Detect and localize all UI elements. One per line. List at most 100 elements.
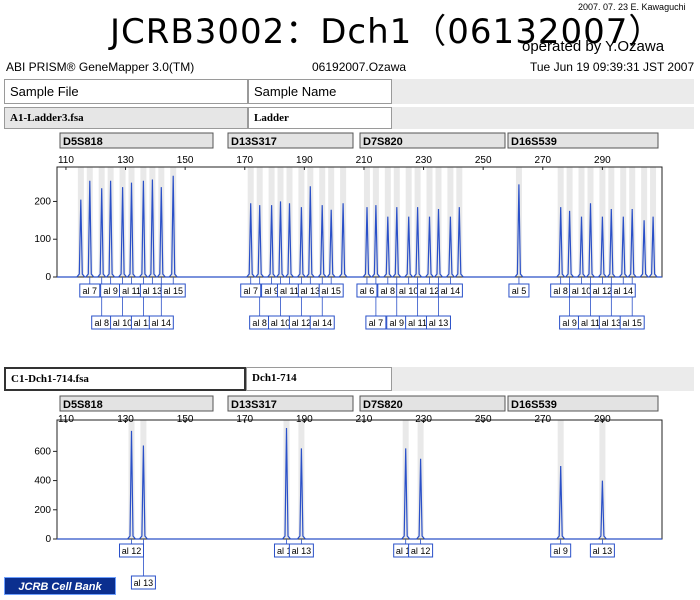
sample-file-column-header[interactable]: Sample File (4, 79, 248, 104)
panel1-allele-label-bottom: al 13 (602, 318, 622, 328)
panel1-allele-label-bottom: al 9 (562, 318, 577, 328)
header-filler (392, 79, 694, 104)
panel2-y-tick-label: 400 (34, 476, 51, 487)
panel1-bin-band (170, 167, 177, 277)
panel1-marker-d5s818: D5S818 (63, 136, 103, 148)
panel1-sample-name[interactable]: Ladder (248, 107, 392, 129)
panel2-sample-name[interactable]: Dch1-714 (246, 367, 392, 391)
panel1-y-tick-label: 100 (34, 234, 51, 245)
panel1-allele-box (619, 315, 645, 330)
panel2-y-tick-label: 0 (45, 534, 51, 545)
panel2-x-tick-label: 210 (356, 414, 373, 425)
panel2-allele-label-bottom: al 13 (134, 578, 154, 588)
panel1-allele-box (148, 315, 174, 330)
panel1-allele-label-bottom: al 10 (113, 318, 133, 328)
panel2-allele-label-top: al 10 (396, 546, 416, 556)
panel1-bin-band (140, 167, 147, 277)
panel1-allele-label-bottom: al 8 (252, 318, 267, 328)
panel1-sample-file[interactable]: A1-Ladder3.fsa (4, 107, 248, 129)
panel2-x-tick-label: 190 (296, 414, 313, 425)
panel1-allele-label-top: al 14 (441, 286, 461, 296)
panel2-x-tick-label: 130 (117, 414, 134, 425)
panel2-marker-box-d7s820 (359, 395, 506, 412)
panel2-marker-d16s539: D16S539 (511, 399, 557, 411)
panel1-y-tick-label: 200 (34, 196, 51, 207)
panel1-allele-label-bottom: al 8 (94, 318, 109, 328)
panel1-allele-label-bottom: al 12 (292, 318, 312, 328)
panel1-allele-box (437, 283, 463, 298)
panel2-bin-band (128, 420, 135, 539)
panel2-x-tick-label: 150 (177, 414, 194, 425)
panel1-allele-label-top: al 9 (264, 286, 279, 296)
panel1-allele-label-bottom: al 11 (581, 318, 600, 328)
panel1-x-tick-label: 190 (296, 155, 313, 166)
panel1-allele-box (79, 283, 101, 298)
page-title: JCRB3002：Dch1（06132007） (110, 12, 664, 52)
panel2-x-tick-label: 230 (415, 414, 432, 425)
panel2-allele-box (408, 543, 434, 558)
panel1-filler (392, 107, 694, 129)
panel2-allele-box (589, 543, 615, 558)
panel1-bin-band (149, 167, 156, 277)
panel1-allele-box (160, 283, 186, 298)
panel1-allele-label-top: al 5 (512, 286, 527, 296)
panel1-marker-box-d7s820 (359, 132, 506, 149)
panel2-x-tick-label: 110 (58, 414, 74, 425)
panel1-allele-label-top: al 12 (420, 286, 440, 296)
date-stamp: 2007. 07. 23 E. Kawaguchi (578, 2, 686, 12)
panel2-y-tick-label: 200 (34, 505, 51, 516)
panel1-x-tick-label: 210 (356, 155, 373, 166)
panel2-marker-d13s317: D13S317 (231, 399, 277, 411)
panel1-allele-box (610, 283, 636, 298)
panel1-allele-label-bottom: al 13 (429, 318, 449, 328)
panel1-bin-band (107, 167, 114, 277)
panel1-marker-box-d13s317 (227, 132, 354, 149)
panel2-marker-box-d13s317 (227, 395, 354, 412)
panel1-allele-label-top: al 8 (381, 286, 396, 296)
panel2-allele-label-top: al 13 (292, 546, 312, 556)
panel1-x-tick-label: 290 (594, 155, 611, 166)
panel2-x-tick-label: 290 (594, 414, 611, 425)
panel1-allele-label-top: al 11 (122, 286, 141, 296)
panel1-bin-band (128, 167, 135, 277)
panel1-allele-label-top: al 8 (553, 286, 568, 296)
panel1-allele-label-bottom: al 9 (389, 318, 404, 328)
panel1-allele-label-bottom: al 15 (622, 318, 642, 328)
panel2-plot-frame (56, 419, 663, 540)
panel1-allele-label-top: al 13 (301, 286, 321, 296)
panel1-allele-label-bottom: al 7 (369, 318, 384, 328)
panel1-allele-box (356, 283, 378, 298)
panel2-x-tick-label: 250 (475, 414, 492, 425)
report-datetime: Tue Jun 19 09:39:31 JST 2007 (530, 60, 695, 74)
panel1-allele-label-top: al 9 (103, 286, 118, 296)
panel1-allele-label-top: al 7 (243, 286, 258, 296)
panel2-allele-box (550, 543, 572, 558)
panel1-x-tick-label: 270 (534, 155, 551, 166)
software-name: ABI PRISM® GeneMapper 3.0(TM) (6, 60, 195, 74)
panel1-allele-label-top: al 15 (163, 286, 183, 296)
panel1-allele-label-top: al 10 (399, 286, 419, 296)
panel2-allele-label-top: al 13 (593, 546, 613, 556)
panel1-allele-box (508, 283, 530, 298)
panel1-allele-label-top: al 6 (360, 286, 375, 296)
panel1-allele-box (318, 283, 344, 298)
panel2-allele-label-top: al 12 (411, 546, 431, 556)
panel2-marker-box-d16s539 (507, 395, 659, 412)
panel1-allele-label-top: al 7 (83, 286, 98, 296)
panel1-allele-box (309, 315, 335, 330)
panel1-allele-label-top: al 10 (572, 286, 592, 296)
panel2-sample-file[interactable]: C1-Dch1-714.fsa (4, 367, 246, 391)
panel1-allele-label-top: al 11 (280, 286, 299, 296)
panel1-x-tick-label: 250 (475, 155, 492, 166)
panel1-y-tick-label: 0 (45, 272, 51, 283)
panel1-x-tick-label: 170 (236, 155, 253, 166)
panel1-marker-d13s317: D13S317 (231, 136, 277, 148)
panel2-x-tick-label: 270 (534, 414, 551, 425)
panel2-allele-box (130, 575, 156, 590)
panel2-y-tick-label: 600 (34, 446, 51, 457)
panel1-marker-d16s539: D16S539 (511, 136, 557, 148)
panel2-bin-band (283, 420, 290, 539)
panel2-marker-box-d5s818 (59, 395, 214, 412)
sample-name-column-header[interactable]: Sample Name (248, 79, 392, 104)
